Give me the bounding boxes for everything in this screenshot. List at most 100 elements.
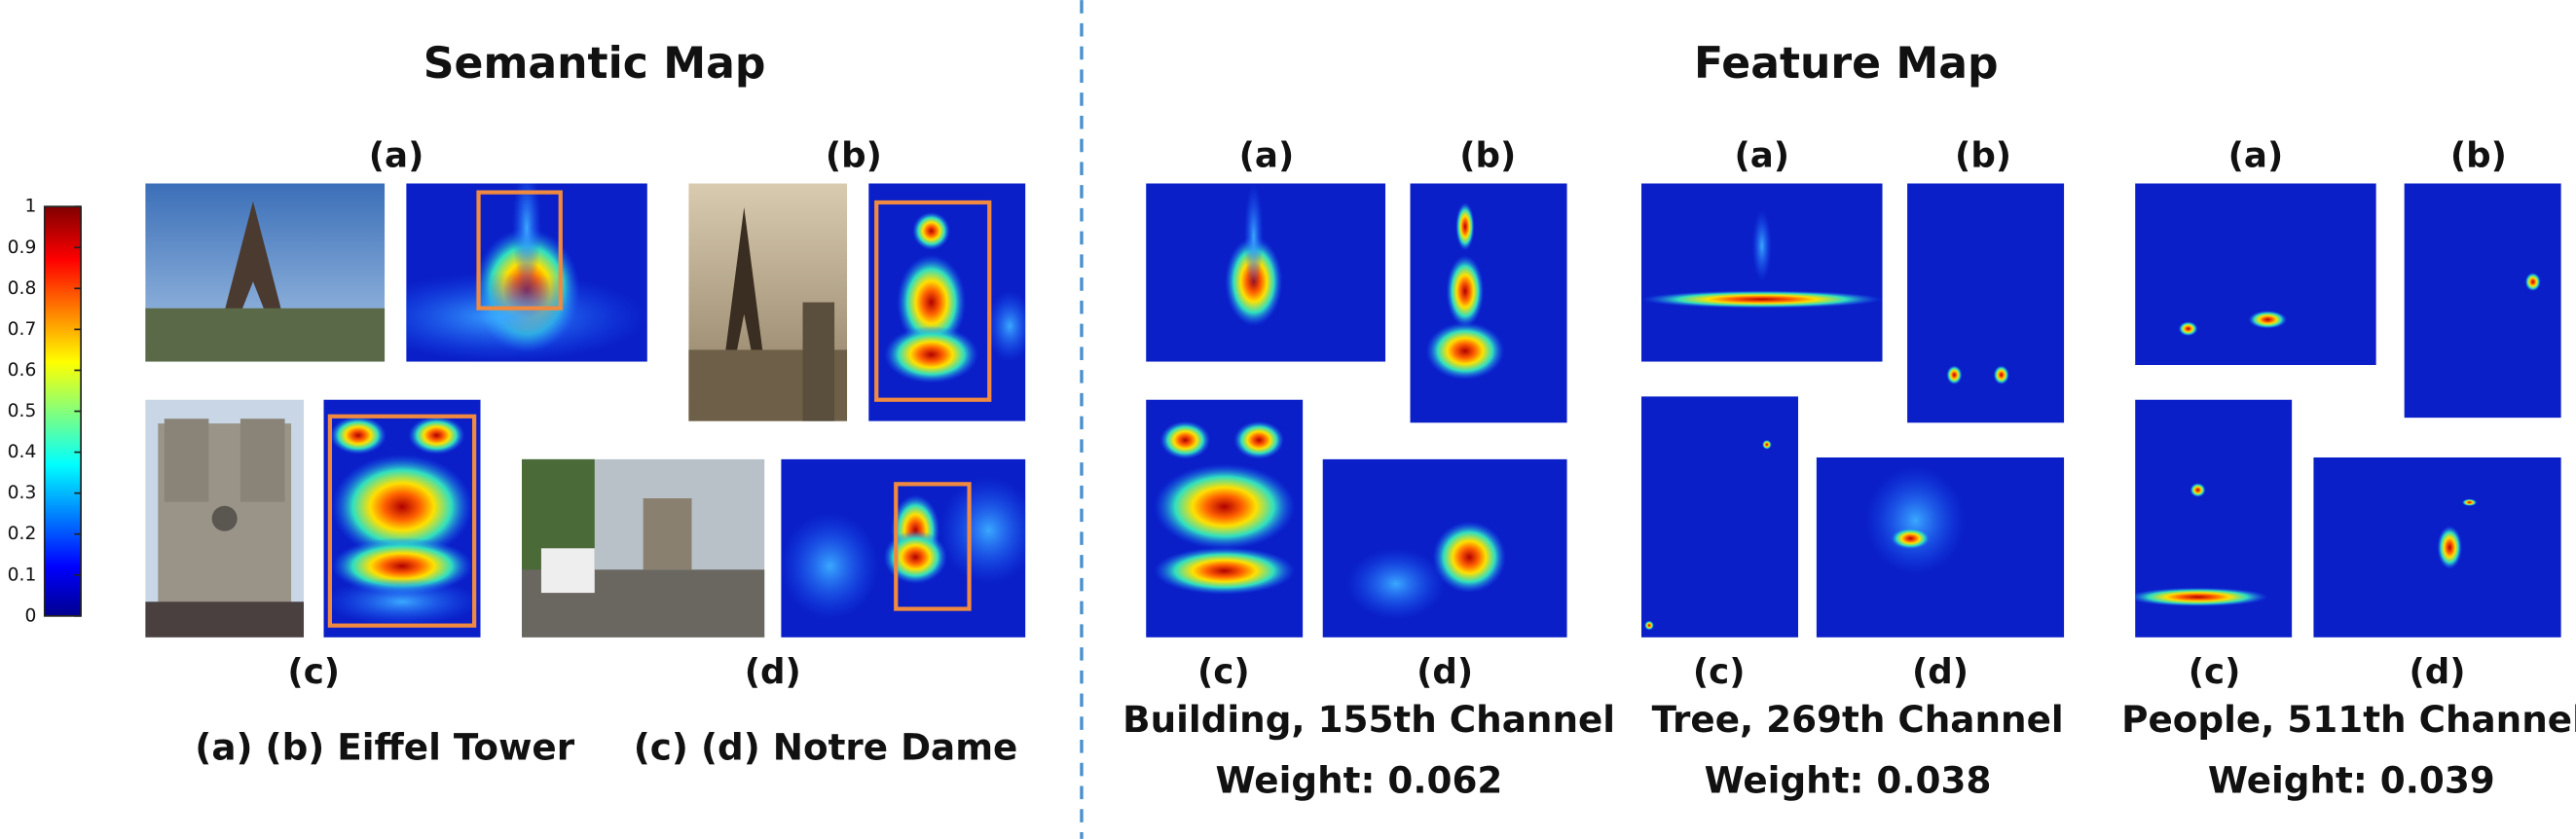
heatmap (1640, 396, 1799, 638)
caption: People, 511th Channel (2121, 698, 2576, 741)
photo (145, 399, 305, 638)
bounding-box (327, 414, 477, 628)
heat-blob (2190, 483, 2206, 497)
panel-label: (d) (1417, 652, 1473, 692)
colorbar-tick-label: 0.7 (8, 319, 37, 340)
rose-window (211, 505, 238, 531)
heat-blob (406, 273, 647, 362)
heat-blob (1993, 365, 2009, 385)
heat-blob (1154, 547, 1296, 595)
panel-label: (b) (2450, 135, 2507, 175)
heat-blob (1425, 322, 1505, 381)
crowd (145, 602, 305, 638)
photo (145, 183, 386, 362)
heat-blob (2461, 498, 2478, 506)
colorbar-tick-label: 0.5 (8, 401, 37, 421)
heat-blob (329, 416, 386, 455)
colorbar-tick-label: 0.2 (8, 524, 37, 544)
panel-label: (a) (1734, 135, 1789, 175)
heat-blob (912, 211, 950, 250)
heat-blob (1865, 466, 1966, 575)
heat-blob (1243, 183, 1264, 291)
heat-blob (883, 529, 947, 584)
bounding-box (894, 482, 972, 611)
heat-blob (408, 416, 465, 455)
heat-blob (331, 454, 473, 560)
heatmap-bg (1907, 183, 2065, 423)
heat-blob (1640, 290, 1883, 309)
colorbar-tick-label: 0 (24, 605, 36, 626)
colorbar-tick-label: 0.9 (8, 237, 37, 258)
heat-blob (1233, 420, 1284, 459)
heatmap (406, 183, 647, 362)
panel-label: (a) (2228, 135, 2284, 175)
heat-blob (986, 290, 1026, 362)
heatmap (1322, 458, 1567, 638)
heat-blob (2248, 310, 2288, 329)
colorbar-tick-label: 0.6 (8, 360, 37, 381)
panel-label: (c) (1197, 652, 1250, 692)
heatmap (1410, 183, 1567, 423)
colorbar-tick-label: 0.8 (8, 278, 37, 299)
panel-label: (d) (1912, 652, 1969, 692)
heat-blob (897, 254, 967, 350)
panel-label: (d) (2409, 652, 2465, 692)
ground (145, 308, 386, 362)
heat-blob (1446, 255, 1485, 328)
section-title: Feature Map (1694, 39, 1999, 89)
colorbar-tick-label: 0.1 (8, 565, 37, 585)
heat-blob (2178, 321, 2198, 337)
weight: Weight: 0.038 (1705, 759, 1992, 802)
panel-label: (c) (287, 652, 340, 692)
heat-blob (1346, 548, 1446, 620)
panel-label: (b) (826, 135, 882, 175)
heat-blob (1154, 463, 1296, 550)
heat-blob (331, 537, 473, 595)
colorbar-tick-label: 0.4 (8, 442, 37, 462)
caption: (a) (b) Eiffel Tower (195, 726, 574, 769)
heat-blob (2437, 526, 2462, 569)
colorbar-tick-label: 0.3 (8, 483, 37, 503)
panel-label: (a) (1239, 135, 1295, 175)
heat-blob (323, 577, 481, 626)
heatmap (323, 399, 481, 638)
heat-blob (1946, 365, 1963, 385)
caption: (c) (d) Notre Dame (634, 726, 1018, 769)
cathedral (643, 498, 692, 570)
heat-blob (1751, 209, 1772, 282)
heat-blob (1159, 420, 1211, 459)
heat-blob (2135, 587, 2269, 607)
photo (521, 458, 765, 638)
panel-label: (a) (369, 135, 424, 175)
heat-blob (512, 183, 541, 291)
statue (802, 302, 835, 421)
heat-blob (1432, 521, 1506, 594)
weight: Weight: 0.062 (1216, 759, 1503, 802)
heat-blob (1762, 439, 1772, 450)
colorbar-tick-label: 1 (24, 197, 36, 217)
heat-blob (1644, 620, 1654, 631)
heatmap (2135, 183, 2376, 366)
heat-blob (781, 512, 879, 620)
heatmap-bg (1640, 396, 1799, 638)
heatmap (1907, 183, 2065, 423)
heatmap (2404, 183, 2561, 419)
tower (724, 206, 763, 355)
bounding-box (874, 200, 992, 402)
heat-blob (939, 477, 1026, 584)
panel-label: (d) (745, 652, 801, 692)
caption: Tree, 269th Channel (1652, 698, 2064, 741)
heatmap-bg (1410, 183, 1567, 423)
panel-label: (c) (2189, 652, 2241, 692)
heatmap-bg (2135, 183, 2376, 366)
heatmap (2313, 457, 2561, 638)
heatmap (2135, 399, 2293, 638)
heatmap (868, 183, 1026, 421)
bounding-box (476, 190, 563, 310)
heatmap-bg (2313, 457, 2561, 638)
panel-label: (b) (1459, 135, 1516, 175)
tower (224, 201, 282, 312)
heat-blob (884, 325, 978, 383)
weight: Weight: 0.039 (2208, 759, 2495, 802)
